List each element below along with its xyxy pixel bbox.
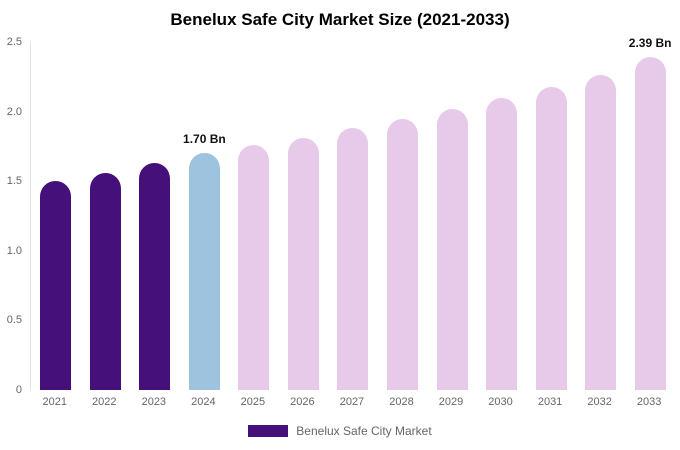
x-label-2021: 2021 xyxy=(42,396,67,408)
bar-2021 xyxy=(40,181,72,390)
bar-slot-2027 xyxy=(328,42,378,390)
bar-2027 xyxy=(337,128,369,390)
y-tick-0.5: 0.5 xyxy=(6,314,22,327)
x-label-2022: 2022 xyxy=(92,396,117,408)
y-tick-1.0: 1.0 xyxy=(6,244,22,257)
y-tick-2.5: 2.5 xyxy=(6,36,22,48)
bar-slot-2024: 1.70 Bn xyxy=(180,42,230,390)
bar-2028 xyxy=(386,118,418,390)
y-tick-0: 0 xyxy=(15,384,22,396)
x-label-2033: 2033 xyxy=(636,396,662,408)
bar-2029 xyxy=(436,108,468,390)
bar-value-label-2024: 1.70 Bn xyxy=(183,132,226,147)
x-label-2023: 2023 xyxy=(141,396,167,408)
chart-title: Benelux Safe City Market Size (2021-2033… xyxy=(170,10,510,29)
bar-2025 xyxy=(238,145,270,390)
x-label-2028: 2028 xyxy=(389,396,414,408)
plot-area: 1.70 Bn 2.39 Bn xyxy=(30,36,675,390)
legend: Benelux Safe City Market xyxy=(0,424,680,438)
bar-slot-2028 xyxy=(378,42,428,390)
bar-slot-2026 xyxy=(279,42,329,390)
x-label-2030: 2030 xyxy=(488,396,513,408)
bar-slot-2023 xyxy=(130,42,180,390)
x-label-2024: 2024 xyxy=(191,396,216,408)
bar-slot-2030 xyxy=(477,42,527,390)
bar-2024 xyxy=(188,153,220,390)
x-label-2025: 2025 xyxy=(240,396,266,408)
bar-slot-2033: 2.39 Bn xyxy=(625,36,675,390)
bar-2022 xyxy=(89,172,121,390)
x-label-2027: 2027 xyxy=(339,396,365,408)
bar-slot-2032 xyxy=(576,42,626,390)
bar-slot-2022 xyxy=(81,42,131,390)
y-axis: 0 0.5 1.0 1.5 2.0 2.5 xyxy=(0,36,26,396)
bar-slot-2029 xyxy=(427,42,477,390)
bar-2032 xyxy=(585,75,617,390)
legend-label: Benelux Safe City Market xyxy=(296,424,432,438)
x-label-2026: 2026 xyxy=(290,396,315,408)
bar-2023 xyxy=(139,163,171,390)
x-label-2031: 2031 xyxy=(537,396,563,408)
y-tick-2.0: 2.0 xyxy=(6,105,22,118)
bar-value-label-2033: 2.39 Bn xyxy=(628,36,672,51)
y-tick-1.5: 1.5 xyxy=(6,175,22,188)
x-axis: 2021 2022 2023 2024 2025 2026 2027 2028 2029 2030… xyxy=(30,396,674,408)
legend-swatch xyxy=(248,425,289,437)
bar-slot-2031 xyxy=(526,42,576,390)
bar-slot-2025 xyxy=(229,42,279,390)
x-label-2032: 2032 xyxy=(587,396,612,408)
x-label-2029: 2029 xyxy=(438,396,464,408)
bar-slot-2021 xyxy=(31,42,81,390)
bar-2030 xyxy=(486,97,518,390)
bar-2026 xyxy=(287,138,319,390)
bar-2033 xyxy=(634,57,666,390)
bar-2031 xyxy=(535,86,567,390)
